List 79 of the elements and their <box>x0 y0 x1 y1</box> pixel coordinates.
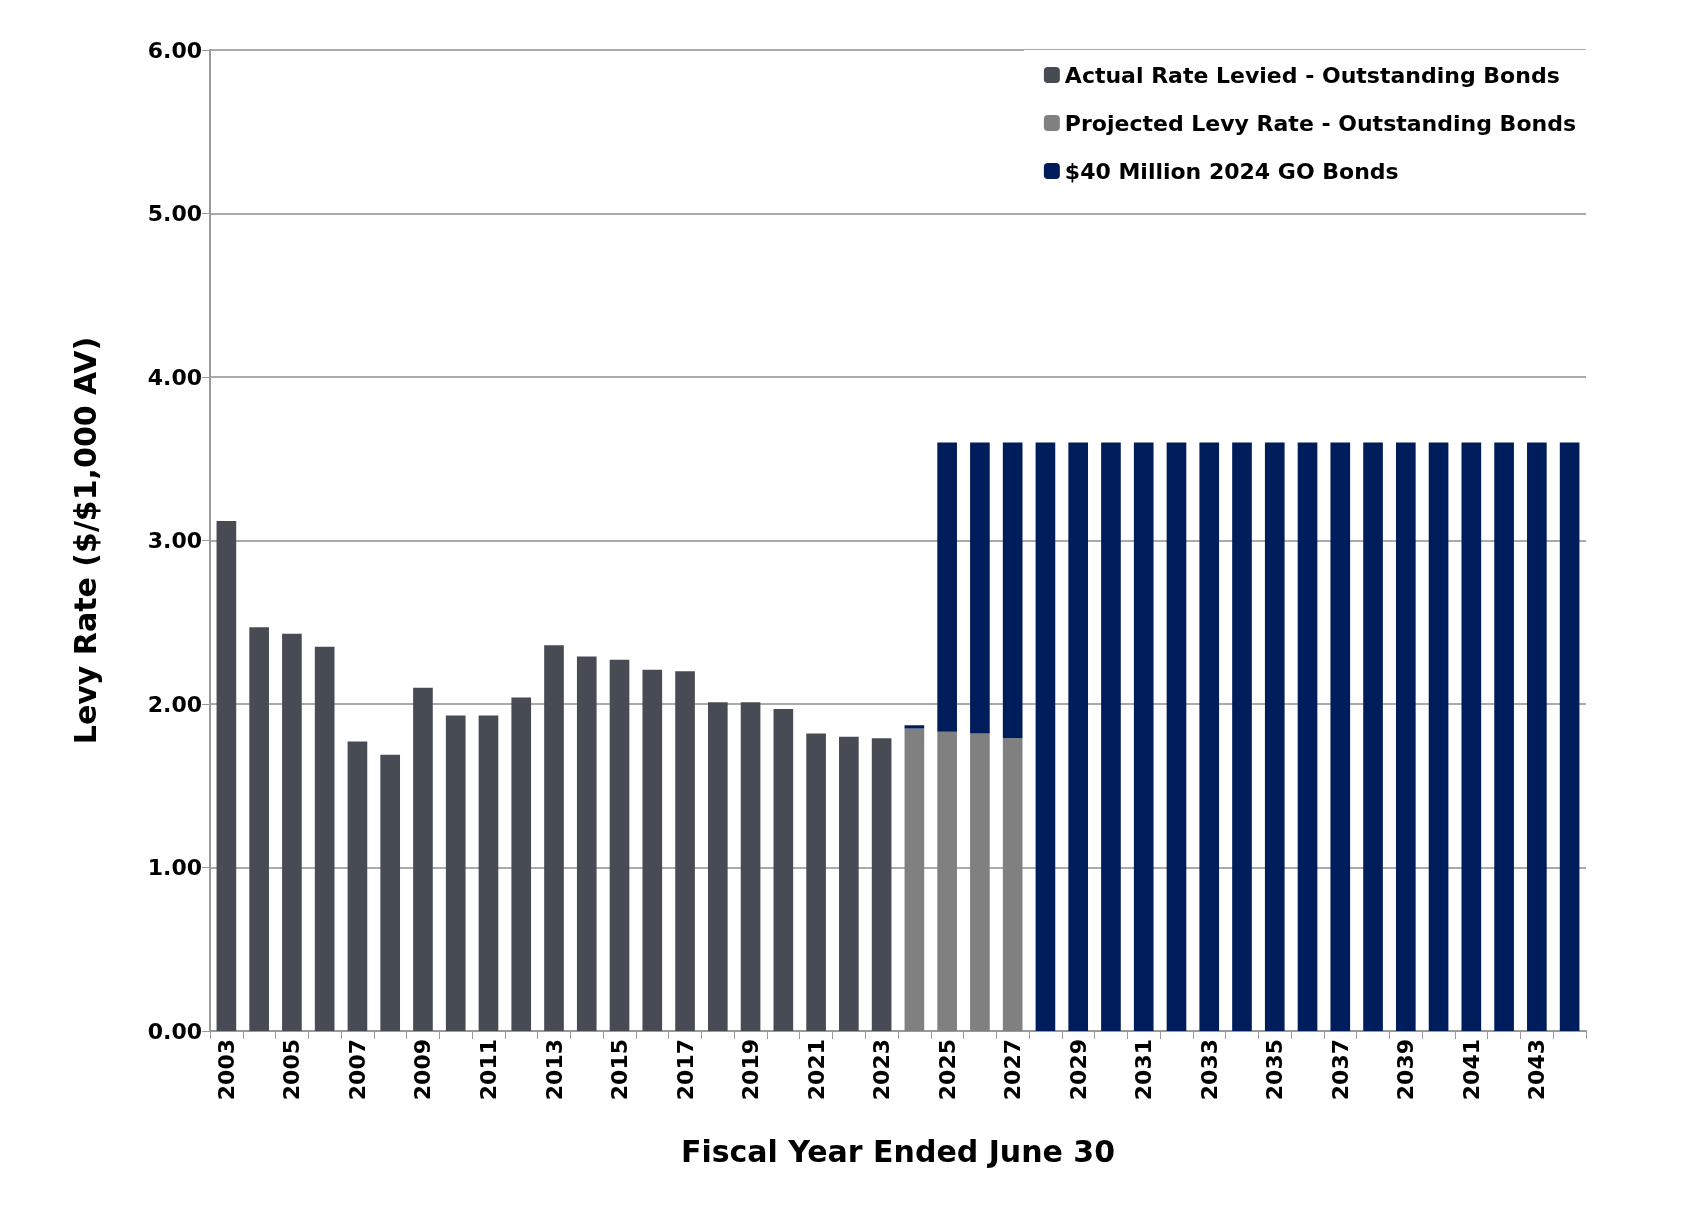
bar <box>1297 442 1318 1031</box>
x-tick-label: 2019 <box>738 1039 764 1101</box>
x-tick-label: 2027 <box>1000 1039 1026 1101</box>
x-axis-title: Fiscal Year Ended June 30 <box>680 1133 1116 1169</box>
legend-label: Projected Levy Rate - Outstanding Bonds <box>1064 110 1577 136</box>
bar <box>904 728 925 1031</box>
bar <box>380 754 401 1031</box>
x-tick-label: 2005 <box>279 1039 305 1101</box>
bar <box>1166 442 1187 1031</box>
x-tick-label: 2009 <box>410 1039 436 1101</box>
x-tick-label: 2029 <box>1065 1039 1091 1101</box>
bar <box>1559 442 1580 1031</box>
bar <box>871 738 892 1031</box>
bar <box>445 715 466 1031</box>
y-tick-label: 4.00 <box>147 364 202 390</box>
bar <box>1002 442 1023 739</box>
y-tick-label: 3.00 <box>147 528 202 553</box>
bar <box>576 656 597 1031</box>
y-tick-label: 0.00 <box>147 1018 202 1044</box>
bar <box>642 669 663 1031</box>
y-axis-title: Levy Rate ($/$1,000 AV) <box>67 336 103 745</box>
bar <box>511 697 532 1031</box>
x-tick-label: 2039 <box>1393 1039 1419 1101</box>
x-tick-label: 2031 <box>1131 1039 1157 1101</box>
bar <box>1232 442 1252 1031</box>
bar <box>970 733 990 1031</box>
bar <box>904 725 925 729</box>
bar <box>839 736 859 1031</box>
bar <box>1428 442 1449 1031</box>
bar <box>1199 442 1220 1031</box>
bar <box>773 708 794 1031</box>
x-tick-label: 2023 <box>869 1039 895 1101</box>
bar <box>740 702 761 1031</box>
x-tick-label: 2033 <box>1196 1039 1222 1101</box>
bar <box>707 702 728 1031</box>
bar <box>413 687 433 1031</box>
bar <box>1035 442 1056 1031</box>
x-tick-label: 2007 <box>344 1039 370 1101</box>
bar <box>1133 442 1154 1031</box>
y-tick-label: 5.00 <box>147 201 202 226</box>
bar <box>1002 738 1023 1031</box>
bar <box>544 645 564 1031</box>
x-tick-label: 2003 <box>213 1039 239 1101</box>
legend-label: Actual Rate Levied - Outstanding Bonds <box>1064 62 1560 88</box>
x-tick-label: 2017 <box>672 1039 698 1101</box>
bar <box>937 731 957 1031</box>
bar <box>249 627 269 1031</box>
bar <box>478 715 499 1031</box>
bar <box>1363 442 1383 1031</box>
bar <box>282 633 302 1031</box>
x-tick-label: 2011 <box>475 1039 501 1101</box>
x-tick-label: 2013 <box>541 1039 567 1101</box>
bar <box>314 646 335 1031</box>
bar <box>806 733 826 1031</box>
x-tick-label: 2035 <box>1262 1039 1288 1101</box>
y-tick-label: 1.00 <box>147 855 202 880</box>
x-tick-label: 2041 <box>1458 1039 1484 1101</box>
bar <box>1494 442 1514 1031</box>
bar <box>1068 442 1089 1031</box>
bar <box>937 442 957 732</box>
bar <box>216 520 237 1031</box>
legend-label: $40 Million 2024 GO Bonds <box>1064 158 1399 184</box>
bar <box>609 659 630 1031</box>
x-tick-label: 2015 <box>607 1039 633 1101</box>
x-tick-label: 2025 <box>934 1039 960 1101</box>
x-tick-label: 2021 <box>803 1039 829 1101</box>
bar <box>1461 442 1482 1031</box>
bar <box>970 442 990 734</box>
bar <box>675 671 695 1031</box>
x-tick-label: 2037 <box>1327 1039 1353 1101</box>
bar <box>1395 442 1416 1031</box>
bar <box>1264 442 1285 1031</box>
bar <box>1330 442 1351 1031</box>
bar <box>1527 442 1547 1031</box>
bar <box>347 741 368 1031</box>
x-tick-label: 2043 <box>1524 1039 1550 1101</box>
bar <box>1101 442 1121 1031</box>
y-tick-label: 2.00 <box>147 691 202 717</box>
y-tick-label: 6.00 <box>147 37 202 63</box>
